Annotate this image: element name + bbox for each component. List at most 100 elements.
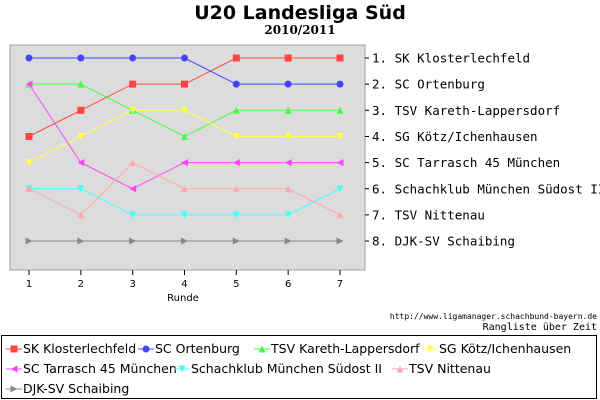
chart-subtitle: 2010/2011 bbox=[264, 23, 336, 37]
series-2-point-6 bbox=[284, 80, 292, 88]
rank-label-8: 8. DJK-SV Schaibing bbox=[372, 234, 515, 249]
series-3-point-7 bbox=[336, 106, 344, 114]
series-2-point-7 bbox=[336, 80, 344, 88]
series-2-point-4 bbox=[180, 54, 188, 62]
series-6-point-2 bbox=[77, 185, 85, 193]
series-6-point-5 bbox=[232, 211, 240, 219]
legend-item-8: DJK-SV Schaibing bbox=[6, 378, 129, 398]
x-tick-label-2: 2 bbox=[78, 279, 84, 290]
source-note: Rangliste über Zeit bbox=[482, 322, 597, 333]
legend-marker-icon bbox=[6, 385, 22, 392]
legend-item-1: SK Klosterlechfeld bbox=[6, 338, 136, 358]
legend-marker-icon bbox=[6, 345, 22, 352]
series-7-point-6 bbox=[284, 185, 292, 193]
series-7-point-2 bbox=[77, 211, 85, 219]
series-1-point-5 bbox=[232, 54, 240, 62]
legend-item-6: Schachklub München Südost II bbox=[174, 358, 382, 378]
legend-label: Schachklub München Südost II bbox=[191, 360, 382, 376]
x-tick-label-4: 4 bbox=[181, 279, 187, 290]
legend-item-2: SC Ortenburg bbox=[138, 338, 240, 358]
series-2-point-5 bbox=[232, 80, 240, 88]
x-tick-label-7: 7 bbox=[337, 279, 343, 290]
legend-marker-icon bbox=[138, 345, 154, 352]
legend-item-3: TSV Kareth-Lappersdorf bbox=[254, 338, 420, 358]
x-tick-label-6: 6 bbox=[285, 279, 291, 290]
legend-label: SC Ortenburg bbox=[155, 340, 240, 356]
series-4-point-6 bbox=[284, 132, 292, 140]
legend-marker-icon bbox=[6, 365, 22, 372]
series-3-point-5 bbox=[232, 106, 240, 114]
series-5-point-1 bbox=[25, 80, 33, 88]
series-1-point-2 bbox=[77, 106, 85, 114]
series-6-point-3 bbox=[129, 211, 137, 219]
series-6-point-4 bbox=[180, 211, 188, 219]
legend-marker-icon bbox=[254, 345, 270, 352]
legend-item-5: SC Tarrasch 45 München bbox=[6, 358, 177, 378]
x-tick-label-3: 3 bbox=[129, 279, 135, 290]
rank-chart: 1 2 3 4 5 6 7 1. SK Klosterlechfeld 2. SC Orten… bbox=[9, 44, 600, 304]
rank-label-3: 3. TSV Kareth-Lappersdorf bbox=[372, 103, 560, 118]
series-5-point-2 bbox=[77, 159, 85, 167]
plot-area bbox=[9, 44, 366, 271]
series-8-point-5 bbox=[232, 237, 240, 245]
series-3-point-2 bbox=[77, 80, 85, 88]
rank-label-2: 2. SC Ortenburg bbox=[372, 77, 485, 92]
series-2-point-3 bbox=[129, 54, 137, 62]
legend: SK Klosterlechfeld SC Ortenburg TSV Kareth… bbox=[1, 335, 597, 399]
series-5-point-7 bbox=[336, 159, 344, 167]
legend-label: SK Klosterlechfeld bbox=[23, 340, 137, 356]
series-5-point-4 bbox=[180, 159, 188, 167]
legend-marker-icon bbox=[422, 345, 438, 352]
series-7-point-3 bbox=[129, 159, 137, 167]
series-1-point-7 bbox=[336, 54, 344, 62]
series-4-point-5 bbox=[232, 132, 240, 140]
series-8-point-2 bbox=[77, 237, 85, 245]
series-6-point-7 bbox=[336, 185, 344, 193]
series-5-point-5 bbox=[232, 159, 240, 167]
series-3-point-6 bbox=[284, 106, 292, 114]
series-7-point-4 bbox=[180, 185, 188, 193]
series-2-point-2 bbox=[77, 54, 85, 62]
source-url: http://www.ligamanager.schachbund-bayern… bbox=[389, 312, 597, 321]
legend-label: DJK-SV Schaibing bbox=[23, 380, 130, 396]
series-1-point-4 bbox=[180, 80, 188, 88]
legend-item-4: SG Kötz/Ichenhausen bbox=[422, 338, 571, 358]
series-4-point-4 bbox=[180, 106, 188, 114]
x-axis-label: Runde bbox=[167, 293, 199, 304]
series-8-point-3 bbox=[129, 237, 137, 245]
series-4-point-7 bbox=[336, 132, 344, 140]
series-8-point-1 bbox=[25, 237, 33, 245]
series-1-point-1 bbox=[25, 132, 33, 140]
x-tick-label-1: 1 bbox=[26, 279, 32, 290]
series-3-point-4 bbox=[180, 132, 188, 140]
series-7-point-1 bbox=[25, 185, 33, 193]
series-4-point-2 bbox=[77, 132, 85, 140]
legend-item-7: TSV Nittenau bbox=[392, 358, 491, 378]
legend-marker-icon bbox=[392, 365, 408, 372]
rank-label-4: 4. SG Kötz/Ichenhausen bbox=[372, 129, 538, 144]
legend-label: SG Kötz/Ichenhausen bbox=[439, 340, 572, 356]
series-6-point-6 bbox=[284, 211, 292, 219]
rank-label-7: 7. TSV Nittenau bbox=[372, 207, 485, 222]
series-8-point-4 bbox=[180, 237, 188, 245]
series-2-point-1 bbox=[25, 54, 33, 62]
series-8-point-6 bbox=[284, 237, 292, 245]
chart-title: U20 Landesliga Süd bbox=[194, 2, 406, 24]
rank-label-6: 6. Schachklub München Südost II bbox=[372, 181, 600, 196]
series-1-point-3 bbox=[129, 80, 137, 88]
series-7-point-7 bbox=[336, 211, 344, 219]
series-5-point-3 bbox=[129, 185, 137, 193]
series-5-point-6 bbox=[284, 159, 292, 167]
legend-label: SC Tarrasch 45 München bbox=[23, 360, 177, 376]
x-tick-label-5: 5 bbox=[233, 279, 239, 290]
rank-label-5: 5. SC Tarrasch 45 München bbox=[372, 155, 560, 170]
series-4-point-1 bbox=[25, 159, 33, 167]
legend-marker-icon bbox=[174, 365, 190, 372]
series-8-point-7 bbox=[336, 237, 344, 245]
legend-label: TSV Nittenau bbox=[409, 360, 491, 376]
series-1-point-6 bbox=[284, 54, 292, 62]
legend-label: TSV Kareth-Lappersdorf bbox=[271, 340, 420, 356]
series-7-point-5 bbox=[232, 185, 240, 193]
series-4-point-3 bbox=[129, 106, 137, 114]
rank-label-1: 1. SK Klosterlechfeld bbox=[372, 51, 530, 66]
